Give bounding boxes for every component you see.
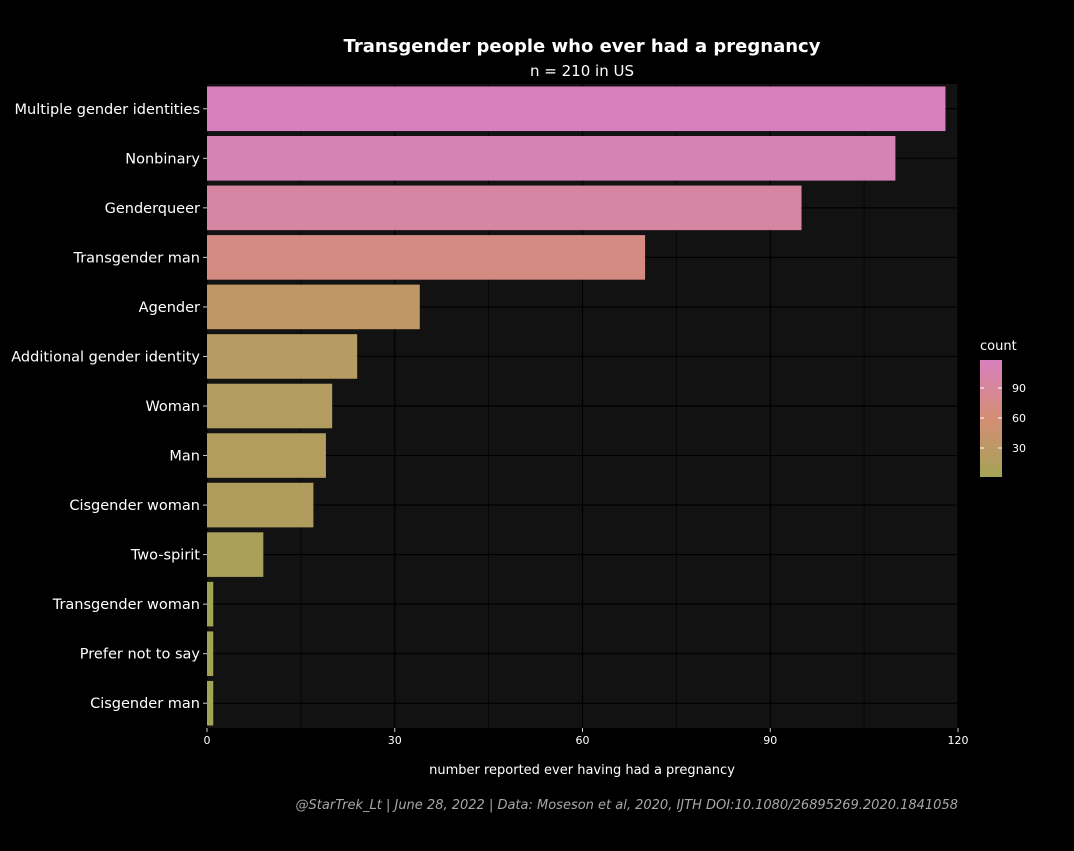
x-tick-label: 60 xyxy=(576,734,590,747)
x-tick-label: 90 xyxy=(763,734,777,747)
category-label: Cisgender man xyxy=(90,696,200,712)
x-tick-label: 0 xyxy=(204,734,211,747)
bar xyxy=(207,136,896,181)
bar xyxy=(207,185,802,231)
bar xyxy=(207,581,214,627)
category-labels: Multiple gender identities Nonbinary Gende… xyxy=(11,102,207,712)
category-label: Nonbinary xyxy=(125,151,200,167)
legend-ticks: 30 60 90 xyxy=(980,382,1026,455)
legend-tick-label: 30 xyxy=(1012,442,1026,455)
bar xyxy=(207,284,420,330)
category-label: Cisgender woman xyxy=(69,498,200,514)
bar xyxy=(207,235,646,280)
category-label: Prefer not to say xyxy=(80,647,201,663)
legend-title: count xyxy=(980,339,1017,354)
bar xyxy=(207,383,333,429)
legend-colorbar xyxy=(980,360,1002,477)
category-label: Agender xyxy=(139,300,200,316)
bar xyxy=(207,334,358,379)
legend-tick-label: 90 xyxy=(1012,382,1026,395)
bar xyxy=(207,433,326,478)
bar xyxy=(207,680,214,726)
legend: count 30 60 90 xyxy=(980,339,1026,477)
x-axis-ticks: 0 30 60 90 120 xyxy=(204,728,969,747)
category-label: Man xyxy=(169,449,200,465)
category-label: Genderqueer xyxy=(105,201,200,217)
bar xyxy=(207,532,264,577)
category-label: Multiple gender identities xyxy=(15,102,200,118)
category-label: Woman xyxy=(145,399,200,415)
category-label: Two-spirit xyxy=(130,548,200,564)
category-label: Transgender man xyxy=(72,250,200,266)
x-tick-label: 30 xyxy=(388,734,402,747)
x-tick-label: 120 xyxy=(948,734,969,747)
x-axis-title: number reported ever having had a pregna… xyxy=(429,763,735,778)
caption: @StarTrek_Lt | June 28, 2022 | Data: Mos… xyxy=(296,798,958,813)
bar xyxy=(207,631,214,676)
bar xyxy=(207,482,314,528)
bars xyxy=(207,86,946,726)
chart-subtitle: n = 210 in US xyxy=(530,62,634,80)
category-label: Additional gender identity xyxy=(11,349,200,365)
chart-title: Transgender people who ever had a pregna… xyxy=(344,36,821,57)
bar xyxy=(207,86,946,132)
category-label: Transgender woman xyxy=(52,597,200,613)
legend-tick-label: 60 xyxy=(1012,412,1026,425)
